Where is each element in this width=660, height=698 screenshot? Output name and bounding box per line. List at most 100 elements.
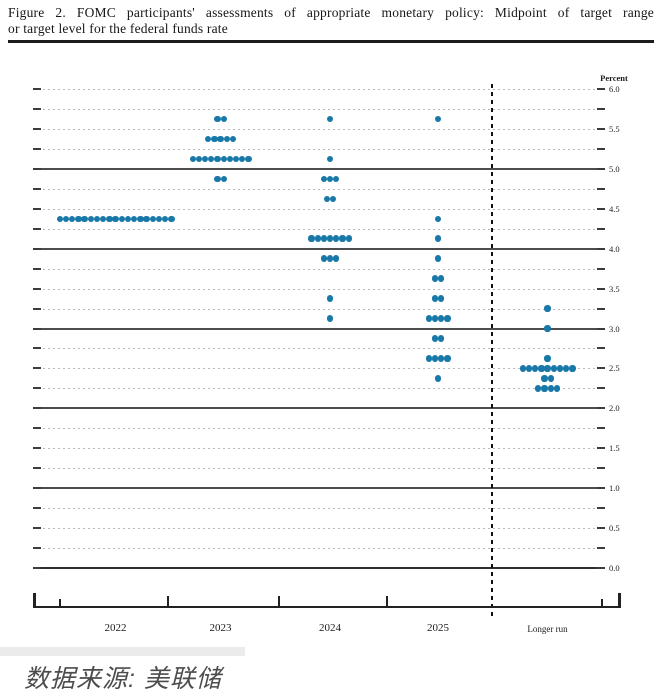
projection-dot: [333, 175, 340, 182]
projection-dot: [93, 215, 101, 222]
x-axis-year-divider-tick: [278, 596, 280, 608]
gridline-6.00: [33, 89, 605, 90]
projection-dot: [333, 235, 340, 242]
gridline-0.25: [33, 548, 605, 550]
projection-dot: [320, 255, 328, 262]
y-tick-label: 4.5: [609, 203, 620, 214]
gridline-0.75: [33, 508, 605, 510]
projection-dot: [220, 115, 227, 123]
projection-dot: [245, 155, 252, 163]
gridline-0.50: [33, 528, 605, 530]
gridline-2.75: [33, 348, 605, 350]
right-edge-tick: [597, 347, 605, 350]
y-tick-label: 4.0: [609, 243, 620, 254]
right-edge-tick: [597, 527, 605, 530]
gridline-1.75: [33, 428, 605, 430]
right-edge-tick: [597, 467, 605, 470]
x-axis-label-2024: 2024: [319, 622, 341, 634]
right-edge-tick: [597, 287, 605, 290]
projection-dot: [220, 175, 227, 182]
gridline-3.00: [33, 327, 605, 330]
projection-dot: [326, 175, 334, 182]
projection-dot: [326, 115, 334, 123]
left-edge-tick: [33, 147, 41, 150]
projection-dot: [434, 215, 442, 222]
projection-dot: [106, 215, 113, 222]
projection-dot: [211, 135, 218, 143]
right-edge-tick: [597, 547, 605, 550]
left-edge-tick: [33, 127, 41, 130]
gridline-2.00: [33, 407, 605, 410]
longer-run-separator-line: [491, 84, 493, 617]
y-tick-label: 2.5: [609, 363, 620, 374]
left-edge-tick: [33, 227, 41, 230]
projection-dot: [87, 215, 94, 222]
left-edge-tick: [33, 167, 41, 170]
projection-dot: [208, 155, 215, 163]
projection-dot: [434, 115, 442, 123]
projection-dot: [112, 215, 119, 222]
projection-dot: [326, 315, 334, 322]
projection-dot: [444, 355, 451, 362]
y-tick-label: 5.0: [609, 163, 620, 174]
projection-dot: [434, 235, 442, 242]
projection-dot: [431, 355, 439, 362]
right-edge-tick: [597, 227, 605, 230]
left-edge-tick: [33, 387, 41, 390]
projection-dot: [162, 215, 169, 222]
y-axis-unit-label: Percent: [600, 73, 628, 83]
projection-dot: [544, 365, 551, 372]
left-edge-tick: [33, 207, 41, 210]
left-edge-tick: [33, 467, 41, 470]
projection-dot: [444, 315, 451, 322]
projection-dot: [541, 375, 548, 382]
left-edge-tick: [33, 327, 41, 330]
gridline-5.25: [33, 148, 605, 150]
left-edge-tick: [33, 367, 41, 370]
figure-title-line1: Figure 2. FOMC participants' assessments…: [8, 5, 654, 20]
right-edge-tick: [597, 88, 605, 90]
projection-dot: [189, 155, 196, 163]
projection-dot: [323, 195, 331, 202]
right-edge-tick: [597, 367, 605, 370]
y-tick-label: 5.5: [609, 123, 620, 134]
projection-dot: [438, 335, 445, 342]
x-axis-left-bracket: [33, 593, 36, 608]
right-edge-tick: [597, 147, 605, 150]
gridline-1.00: [33, 487, 605, 490]
right-edge-tick: [597, 307, 605, 310]
projection-dot: [118, 215, 125, 222]
x-axis-right-bracket: [618, 593, 621, 608]
projection-dot: [438, 275, 445, 282]
projection-dot: [538, 365, 545, 372]
projection-dot: [220, 155, 227, 163]
projection-dot: [330, 195, 337, 202]
x-axis-minor-tick-left: [59, 599, 61, 608]
projection-dot: [541, 385, 548, 392]
projection-dot: [69, 215, 76, 222]
title-divider: [8, 40, 654, 43]
projection-dot: [75, 215, 82, 222]
projection-dot: [326, 155, 334, 163]
y-tick-label: 0.5: [609, 523, 620, 534]
right-edge-tick: [597, 207, 605, 210]
gridline-1.25: [33, 468, 605, 470]
projection-dot: [214, 155, 221, 163]
gridline-3.75: [33, 268, 605, 270]
right-edge-tick: [597, 567, 605, 569]
projection-dot: [56, 215, 63, 222]
projection-dot: [532, 365, 539, 372]
gridline-3.50: [33, 288, 605, 290]
projection-dot: [339, 235, 346, 242]
gridline-2.25: [33, 388, 605, 390]
right-edge-tick: [597, 387, 605, 390]
gridline-2.50: [33, 368, 605, 370]
left-edge-tick: [33, 107, 41, 110]
y-tick-label: 1.5: [609, 443, 620, 454]
right-edge-tick: [597, 107, 605, 110]
projection-dot: [431, 295, 439, 302]
projection-dot: [124, 215, 132, 222]
gridline-5.50: [33, 128, 605, 130]
projection-dot: [326, 235, 334, 242]
y-tick-label: 3.0: [609, 323, 620, 334]
